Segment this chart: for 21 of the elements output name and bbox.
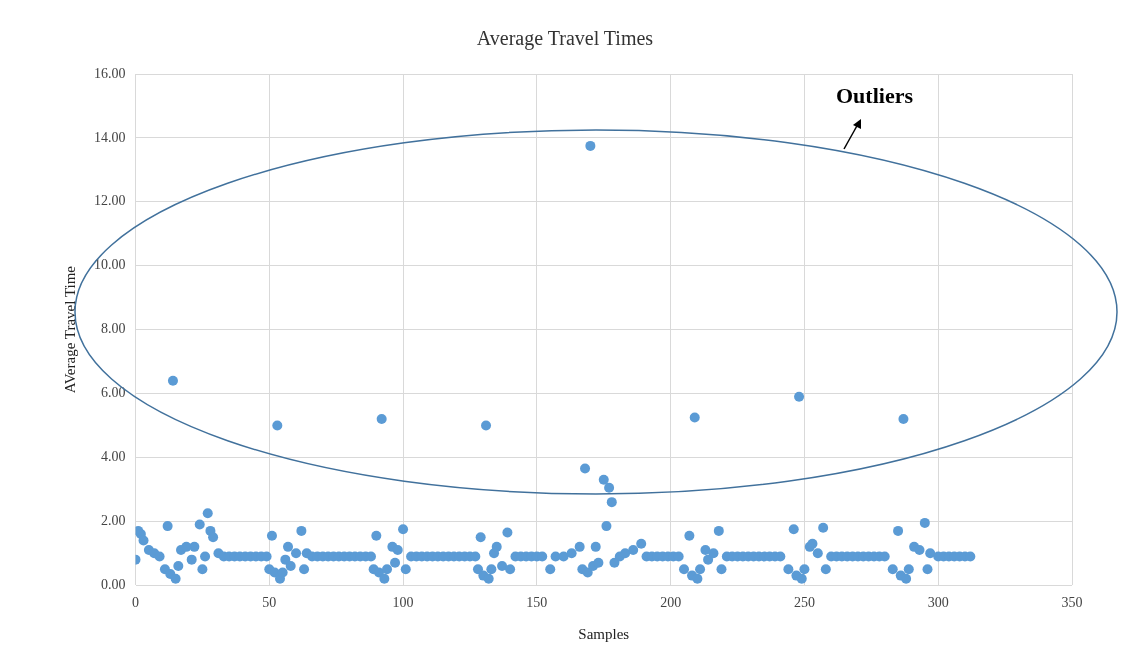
y-tick-label: 8.00: [101, 321, 126, 337]
x-tick-label: 50: [262, 595, 277, 611]
y-tick-label: 4.00: [101, 449, 126, 465]
x-tick-label: 350: [1061, 595, 1083, 611]
x-tick-label: 250: [793, 595, 815, 611]
x-tick-label: 300: [927, 595, 949, 611]
y-tick-label: 0.00: [101, 576, 126, 592]
y-tick-label: 10.00: [94, 257, 126, 273]
x-axis-title: Samples: [578, 625, 630, 642]
y-axis-title: AVerage Travel Time: [61, 265, 78, 394]
y-tick-label: 14.00: [94, 129, 126, 145]
x-tick-label: 0: [132, 595, 139, 611]
y-tick-label: 2.00: [101, 512, 126, 528]
x-tick-label: 100: [392, 595, 414, 611]
chart-title: Average Travel Times: [476, 27, 654, 51]
y-tick-label: 12.00: [94, 193, 126, 209]
x-tick-label: 150: [526, 595, 548, 611]
x-tick-label: 200: [660, 595, 682, 611]
y-tick-label: 6.00: [101, 385, 126, 401]
y-tick-label: 16.00: [94, 65, 126, 81]
annotation: Outliers: [836, 83, 913, 109]
